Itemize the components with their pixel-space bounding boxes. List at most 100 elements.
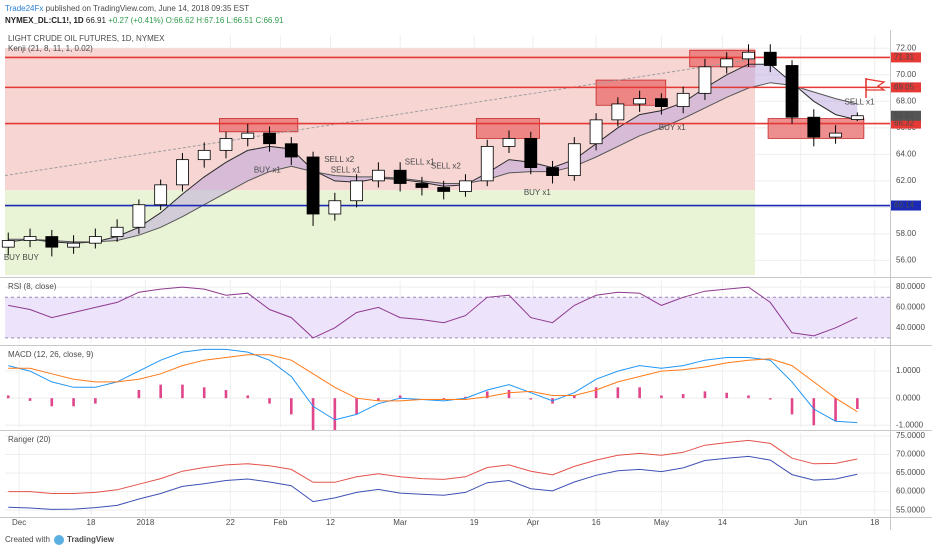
candle-body [284,143,298,158]
x-tick-label: 22 [226,518,235,527]
shading-band [5,48,756,191]
histogram-bar [333,398,337,431]
candle-body [176,159,189,186]
y-tick-label: 0.0000 [896,393,921,402]
indicator-line [8,439,858,494]
change: +0.27 (+0.41%) [108,16,163,25]
y-tick-label: 64.00 [896,149,917,158]
high: H:67.16 [196,16,225,25]
x-tick-label: 14 [718,518,727,527]
candle-body [633,98,647,105]
y-tick-label: 60.0000 [896,487,925,496]
candle-body [67,242,80,248]
candle-body [480,145,494,182]
y-tick-label: 56.00 [896,256,917,265]
histogram-bar [181,384,184,399]
signal-label: SELL x1 [405,157,435,166]
level-tag-label: 60.14 [894,201,915,210]
candle-body [807,116,821,138]
author: Trade24Fx [5,4,43,13]
last: 66.91 [86,16,107,25]
candle-body [88,236,102,244]
y-tick-label: 68.00 [896,96,917,105]
level-tag-label: 69.05 [894,82,915,91]
x-tick-label: Jun [794,518,807,527]
x-tick-label: Feb [274,518,288,527]
open: O:66.62 [166,16,195,25]
created-with: Created with [5,535,50,544]
histogram-bar [747,395,750,399]
signal-label: SELL x2 [324,155,354,164]
histogram-bar [616,387,620,399]
kenji-line [8,82,858,243]
histogram-bar [507,390,511,399]
y-tick-label: 58.00 [896,229,917,238]
candle-body [742,51,755,60]
last-price-label: 66.91 [894,111,915,120]
chart-title: LIGHT CRUDE OIL FUTURES, 1D, NYMEX [8,34,165,43]
brand[interactable]: TradingView [67,535,115,544]
signal-label: BUY x1 [524,188,552,197]
pane-title: MACD (12, 26, close, 9) [8,350,94,359]
zone [219,118,299,133]
candle-body [45,236,59,248]
x-tick-label: 12 [326,518,335,527]
y-tick-label: 70.0000 [896,450,925,459]
histogram-bar [573,395,576,399]
y-tick-label: 55.0000 [896,505,925,514]
level-tag-label: 66.32 [894,119,915,128]
candle-body [393,169,407,184]
close: C:66.91 [255,16,284,25]
candle-body [1,240,15,248]
y-tick-label: 60.0000 [896,303,925,312]
signal-label: SELL x1 [845,98,875,107]
histogram-bar [311,398,315,431]
histogram-bar [72,398,75,407]
symbol: NYMEX_DL:CL1!, 1D [5,16,84,25]
indicator-line [8,455,858,510]
x-tick-label: Mar [393,518,407,527]
histogram-bar [398,395,402,399]
histogram-bar [6,395,10,399]
signal-label: BUY BUY [4,253,40,262]
candle-body [459,180,472,192]
publish-line: Trade24Fx published on TradingView.com, … [5,4,249,13]
histogram-bar [725,392,729,399]
histogram-bar [529,398,533,400]
candle-body [850,115,864,120]
level-tag-label: 71.31 [894,53,915,62]
level-tag [891,82,921,93]
flag-icon [865,78,887,98]
pane-title: RSI (8, close) [8,282,57,291]
y-tick-label: 80.0000 [896,282,925,291]
x-tick-label: May [654,518,669,527]
candle-body [655,98,668,108]
candle-body [785,65,799,118]
candle-body [263,132,276,145]
candle-body [132,204,146,228]
candle-body [306,156,320,215]
published: published on TradingView.com, June 14, 2… [46,4,250,13]
histogram-bar [703,391,707,399]
histogram-bar [464,396,467,399]
histogram-bar [681,394,685,399]
candle-body [197,149,211,161]
signal-label: BUY x1 [254,165,282,174]
level-tag [891,118,921,129]
y-tick-label: 72.00 [896,43,917,52]
histogram-bar [377,398,380,401]
histogram-bar [355,398,358,415]
histogram-bar [159,384,162,399]
indicator-line [8,348,858,424]
candle-body [589,119,603,145]
signal-label: SELL x1 [331,165,361,174]
candle-body [110,226,124,237]
x-tick-label: 2018 [137,518,155,527]
histogram-bar [28,398,32,401]
signal-label: SELL x2 [431,161,461,170]
pane-title: Ranger (20) [8,435,51,444]
candle-body [763,51,777,66]
histogram-bar [834,398,837,422]
histogram-bar [94,398,97,404]
